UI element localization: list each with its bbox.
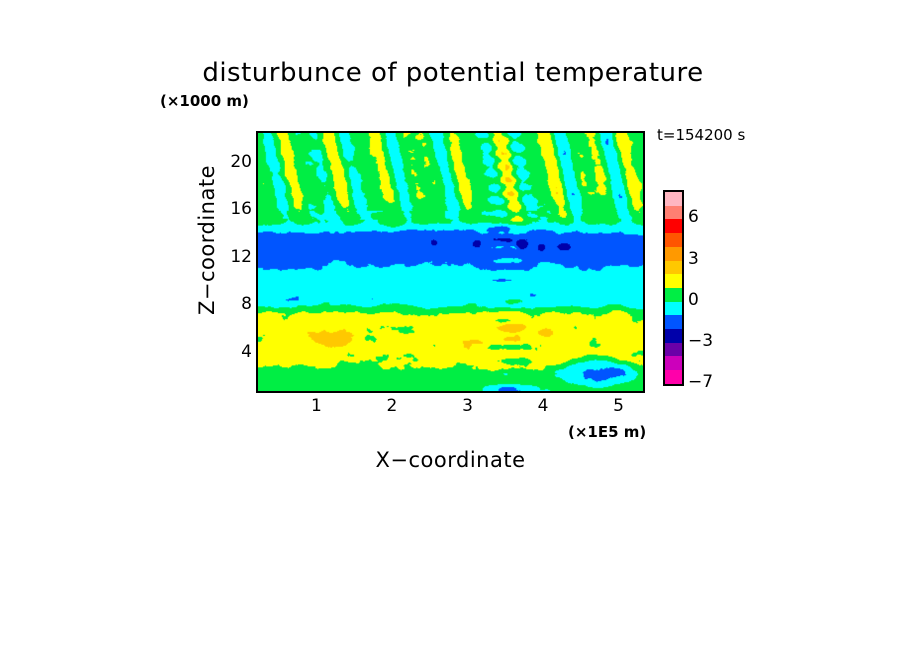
- page-title: disturbunce of potential temperature: [202, 58, 704, 88]
- x-axis-unit-label: (×1E5 m): [568, 423, 647, 441]
- colorbar-tick-label: 0: [688, 289, 699, 310]
- colorbar-band: [665, 342, 682, 357]
- y-tick-label: 8: [241, 294, 252, 315]
- colorbar-tick-labels: 6 3 0 −3 −7: [688, 190, 748, 392]
- contour-field: [258, 133, 643, 391]
- y-tick-label: 16: [230, 199, 252, 220]
- y-axis-unit-label: (×1000 m): [160, 92, 249, 110]
- colorbar-band: [665, 260, 682, 275]
- colorbar-band: [665, 246, 682, 261]
- colorbar-band: [665, 192, 682, 206]
- x-tick-label: 5: [613, 396, 624, 416]
- x-tick-label: 4: [537, 396, 549, 416]
- colorbar-tick-label: −3: [688, 330, 714, 351]
- y-axis-title: Z−coordinate: [195, 165, 219, 315]
- x-tick-label: 2: [386, 396, 398, 416]
- colorbar-band: [665, 370, 682, 384]
- y-tick-label: 4: [241, 341, 252, 362]
- x-axis-title: X−coordinate: [375, 448, 526, 472]
- y-axis-title-container: Z−coordinate: [195, 155, 242, 395]
- colorbar-band: [665, 274, 682, 288]
- colorbar-tick-label: 3: [688, 248, 699, 269]
- x-tick-label: 3: [462, 396, 473, 416]
- y-tick-label: 12: [230, 246, 252, 267]
- x-axis-ticks: 1 2 3 4 5: [256, 396, 645, 420]
- y-tick-label: 20: [230, 151, 252, 172]
- colorbar-band: [665, 219, 682, 234]
- colorbar-tick-label: −7: [688, 372, 714, 392]
- colorbar-band: [665, 329, 682, 343]
- colorbar-band: [665, 315, 682, 330]
- colorbar-band: [665, 301, 682, 316]
- colorbar-band: [665, 233, 682, 247]
- contour-plot-area: [256, 131, 645, 393]
- time-annotation: t=154200 s: [657, 126, 746, 144]
- colorbar-tick-label: 6: [688, 207, 699, 228]
- x-tick-label: 1: [311, 396, 322, 416]
- colorbar-band: [665, 287, 682, 302]
- y-axis-ticks: 4 8 12 16 20: [200, 131, 252, 393]
- colorbar-band: [665, 205, 682, 220]
- colorbar: [663, 190, 684, 386]
- colorbar-band: [665, 356, 682, 371]
